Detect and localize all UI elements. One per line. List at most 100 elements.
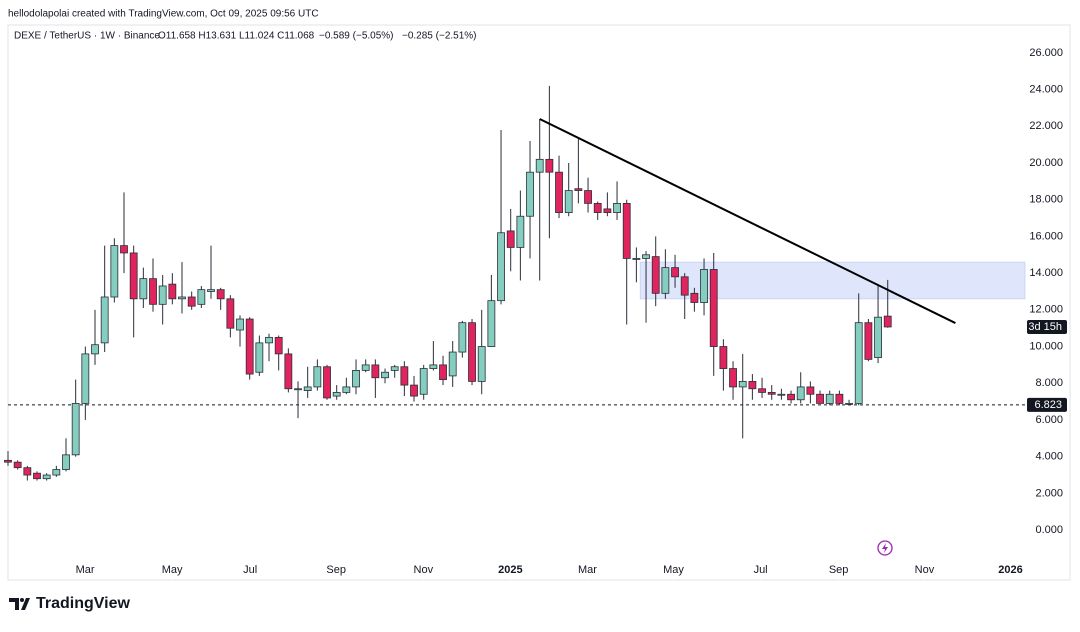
y-tick-label: 18.000 bbox=[1029, 194, 1063, 206]
candle-body bbox=[91, 344, 99, 355]
candle-body bbox=[671, 267, 679, 278]
x-tick-label: May bbox=[162, 564, 183, 576]
candle-body bbox=[100, 296, 109, 344]
candle-body bbox=[845, 403, 853, 405]
candle-body bbox=[545, 158, 554, 173]
candle-body bbox=[651, 256, 660, 294]
x-tick-label: Nov bbox=[915, 564, 935, 576]
candle-body bbox=[729, 368, 737, 388]
x-tick-label: Mar bbox=[578, 564, 597, 576]
candle-body bbox=[584, 190, 592, 204]
candle-body bbox=[110, 245, 119, 298]
y-tick-label: 20.000 bbox=[1029, 157, 1063, 169]
candle-body bbox=[864, 322, 873, 360]
candle-body bbox=[42, 474, 51, 480]
candle-body bbox=[429, 364, 438, 369]
trendline bbox=[539, 118, 956, 324]
candle-body bbox=[187, 296, 196, 307]
y-tick-label: 24.000 bbox=[1029, 84, 1063, 96]
candle-body bbox=[390, 366, 399, 371]
candle-body bbox=[738, 381, 747, 388]
countdown-label: 3d 15h bbox=[1027, 319, 1067, 334]
candle-body bbox=[236, 318, 244, 331]
candle-body bbox=[371, 364, 380, 379]
symbol: DEXE / TetherUS · 1W · Binance bbox=[14, 31, 160, 42]
candle-body bbox=[680, 276, 689, 296]
candle-body bbox=[748, 381, 757, 390]
candle-body bbox=[516, 215, 525, 248]
candle-body bbox=[274, 336, 283, 355]
candle-body bbox=[709, 269, 718, 347]
candle-body bbox=[265, 336, 273, 344]
candle-body bbox=[120, 245, 128, 254]
x-tick-label: Nov bbox=[414, 564, 434, 576]
candle-body bbox=[284, 353, 293, 390]
candle-body bbox=[332, 392, 341, 397]
candle-body bbox=[352, 370, 360, 388]
candle-body bbox=[835, 393, 844, 404]
y-tick-label: 14.000 bbox=[1029, 267, 1063, 279]
y-tick-label: 22.000 bbox=[1029, 120, 1063, 132]
y-tick-label: 16.000 bbox=[1029, 230, 1063, 242]
candle-body bbox=[226, 298, 235, 329]
candle-body bbox=[883, 315, 892, 328]
x-tick-label: Mar bbox=[76, 564, 95, 576]
candle-body bbox=[497, 232, 505, 302]
lightning-icon[interactable] bbox=[877, 540, 893, 556]
candle-body bbox=[787, 393, 795, 401]
candle-body bbox=[448, 351, 457, 377]
countdown-label-text: 3d 15h bbox=[1028, 321, 1062, 333]
candle-body bbox=[178, 296, 186, 300]
candle-body bbox=[622, 202, 631, 259]
footer-logo: TradingView bbox=[9, 595, 131, 612]
candle-body bbox=[642, 254, 650, 259]
candle-body bbox=[632, 258, 641, 260]
candle-body bbox=[13, 461, 22, 469]
candle-body bbox=[477, 346, 486, 382]
x-tick-label: 2026 bbox=[998, 564, 1022, 576]
candle-body bbox=[81, 353, 90, 404]
candle-body bbox=[361, 364, 370, 371]
candle-body bbox=[381, 371, 389, 379]
candle-body bbox=[535, 158, 544, 173]
candle-body bbox=[555, 171, 563, 213]
candle-body bbox=[23, 467, 32, 476]
candle-body bbox=[400, 366, 409, 386]
y-tick-label: 10.000 bbox=[1029, 340, 1063, 352]
candle-body bbox=[294, 388, 302, 391]
ohlc: O11.658 H13.631 L11.024 C11.068 bbox=[158, 31, 315, 42]
candle-body bbox=[526, 171, 534, 217]
y-tick-label: 12.000 bbox=[1029, 304, 1063, 316]
candle-body bbox=[149, 278, 157, 305]
candle-body bbox=[603, 208, 612, 213]
candle-body bbox=[458, 322, 467, 353]
y-tick-label: 2.000 bbox=[1035, 487, 1063, 499]
candle-body bbox=[71, 403, 80, 456]
candle-body bbox=[806, 386, 815, 395]
y-tick-label: 6.000 bbox=[1035, 414, 1063, 426]
candle-body bbox=[207, 289, 215, 292]
candle-body bbox=[439, 364, 447, 380]
legend: DEXE / TetherUS · 1W · Binance O11.658 H… bbox=[14, 31, 477, 42]
candle-body bbox=[854, 322, 863, 404]
candle-body bbox=[410, 384, 418, 397]
x-tick-label: May bbox=[663, 564, 684, 576]
candle-body bbox=[816, 393, 824, 404]
candle-body bbox=[487, 300, 496, 347]
candle-body bbox=[216, 289, 225, 300]
candle-body bbox=[197, 289, 206, 305]
candle-body bbox=[874, 316, 882, 358]
candle-body bbox=[129, 252, 138, 300]
candle-body bbox=[468, 322, 476, 382]
candle-body bbox=[52, 469, 61, 476]
change: −0.589 (−5.05%) bbox=[319, 31, 394, 42]
support-label-text: 6.823 bbox=[1034, 399, 1062, 411]
candle-body bbox=[303, 386, 312, 391]
candle-body bbox=[506, 230, 515, 248]
x-tick-label: 2025 bbox=[498, 564, 522, 576]
candle-body bbox=[342, 386, 351, 393]
credit: hellodolapolai created with TradingView.… bbox=[8, 9, 319, 20]
candle-body bbox=[690, 292, 699, 303]
candle-body bbox=[419, 368, 428, 395]
